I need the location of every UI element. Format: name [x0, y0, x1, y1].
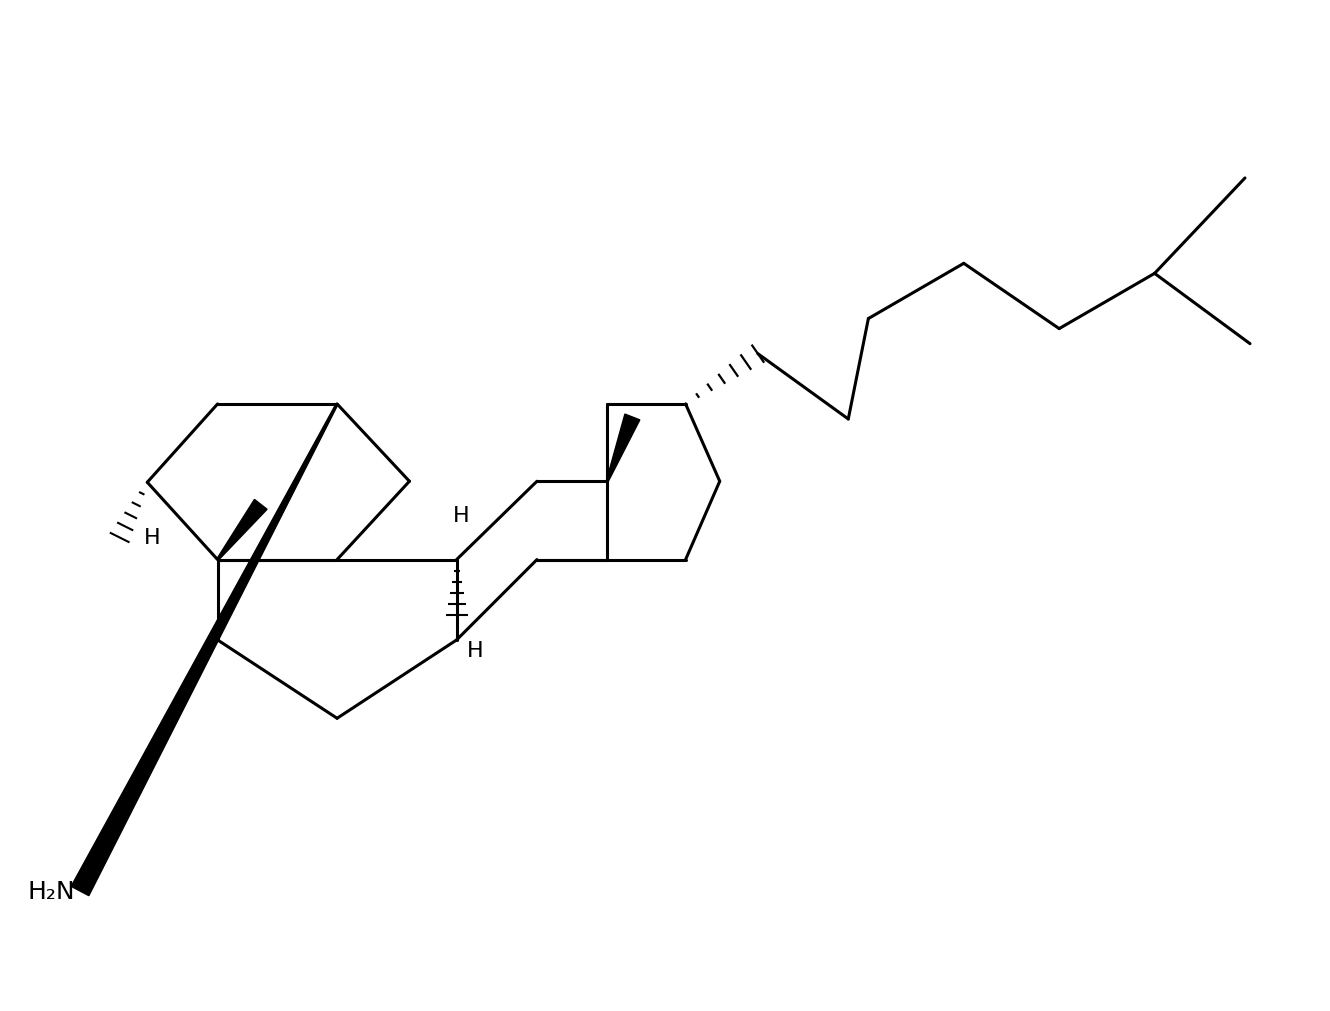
- Polygon shape: [217, 499, 267, 561]
- Text: H: H: [467, 640, 483, 660]
- Text: H₂N: H₂N: [28, 880, 74, 903]
- Text: H: H: [454, 506, 469, 525]
- Text: H: H: [144, 528, 161, 548]
- Polygon shape: [72, 404, 338, 896]
- Polygon shape: [606, 415, 640, 482]
